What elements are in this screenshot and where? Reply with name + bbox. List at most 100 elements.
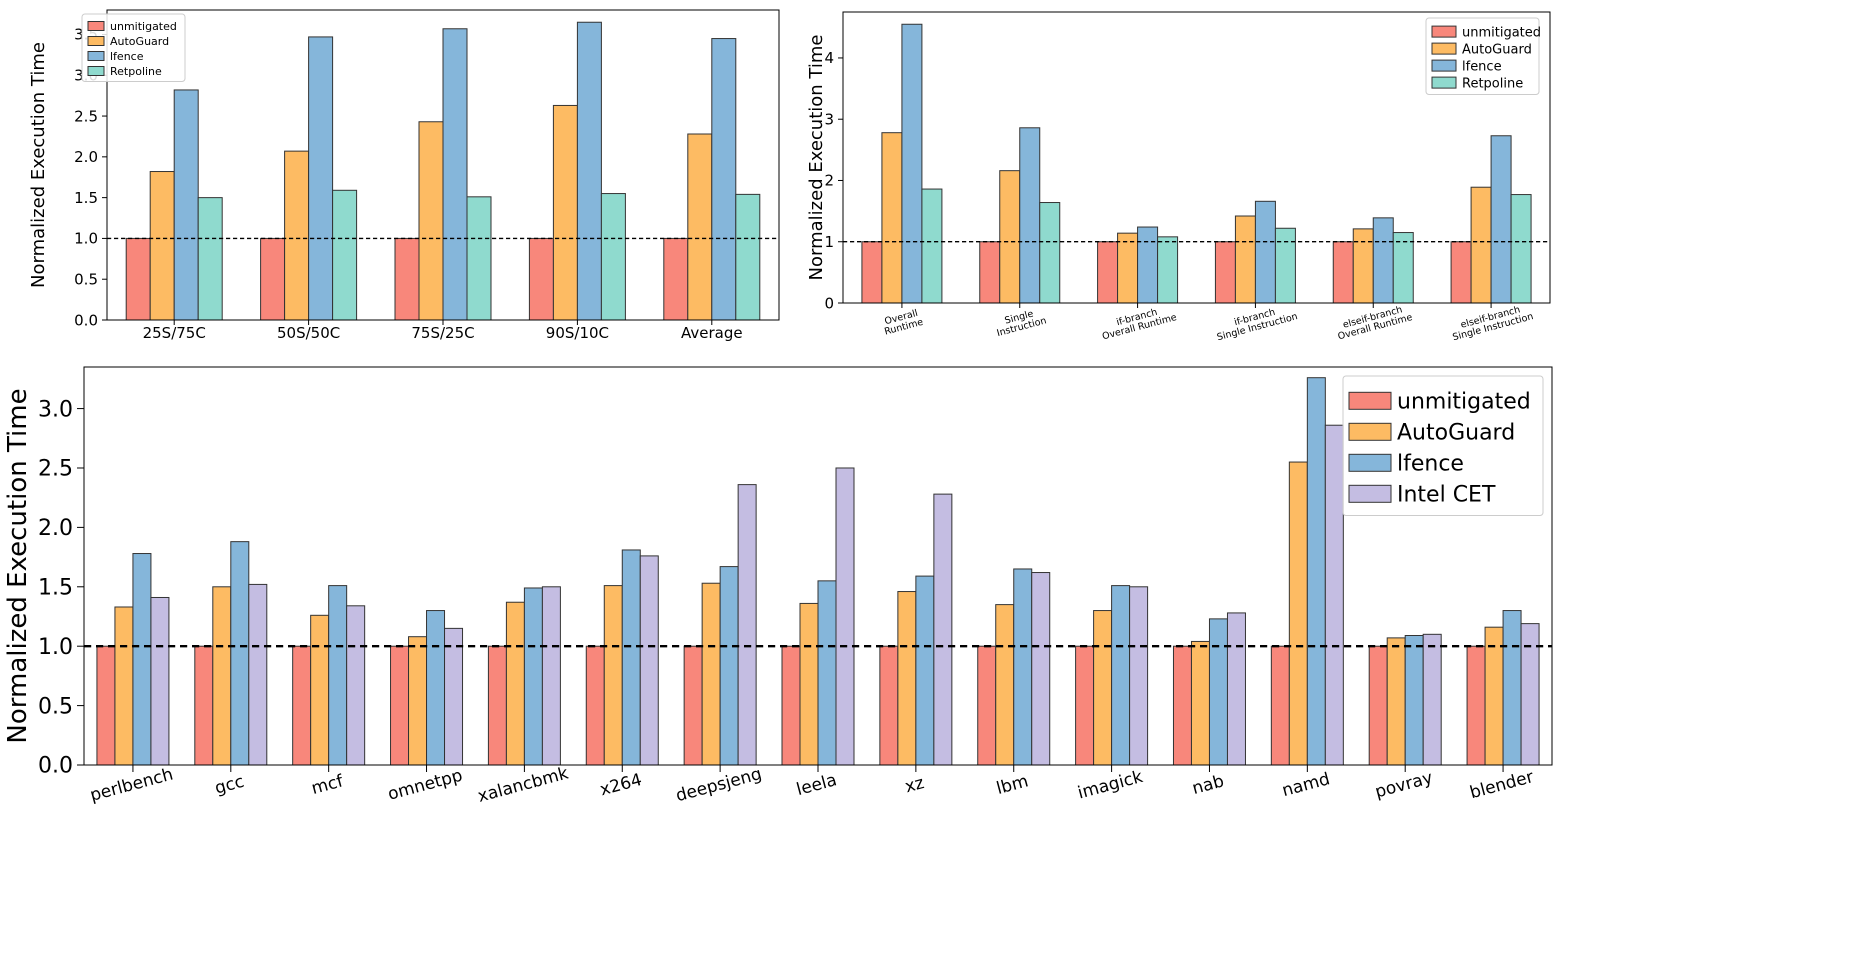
bar-autoguard xyxy=(603,585,623,766)
legend-label: Retpoline xyxy=(1462,76,1523,91)
bar-lfence xyxy=(1372,217,1394,304)
bar-unmitigated xyxy=(585,645,605,766)
y-tick-label: 2.5 xyxy=(74,107,98,125)
bar-unmitigated xyxy=(879,645,899,766)
bar-lfence xyxy=(328,585,348,766)
bar-autoguard xyxy=(1386,637,1406,766)
bar-autoguard xyxy=(995,604,1015,766)
bar-autoguard xyxy=(212,586,232,766)
bar-autoguard xyxy=(552,104,578,321)
bar-unmitigated xyxy=(528,237,554,321)
legend-label: AutoGuard xyxy=(110,35,169,48)
y-tick-label: 0 xyxy=(824,294,834,312)
bar-intel-cet xyxy=(1422,633,1442,766)
bar-lfence xyxy=(711,38,737,321)
legend-swatch xyxy=(87,21,105,31)
bar-intel-cet xyxy=(1520,623,1540,766)
bar-autoguard xyxy=(408,636,428,766)
legend-label: unmitigated xyxy=(1462,25,1541,40)
legend-swatch xyxy=(87,51,105,61)
x-tick-label: OverallRuntime xyxy=(881,307,925,338)
legend-swatch xyxy=(87,36,105,46)
bar-lfence xyxy=(230,541,250,766)
bar-lfence xyxy=(1208,618,1228,766)
bar-autoguard xyxy=(1484,626,1504,766)
bar-lfence xyxy=(1404,635,1424,766)
bar-retpoline xyxy=(1157,236,1179,304)
y-tick-label: 1.5 xyxy=(74,189,98,207)
y-tick-label: 1.0 xyxy=(74,230,98,248)
x-tick-label: 25S/75C xyxy=(143,324,206,342)
x-tick-label: mcf xyxy=(309,771,346,799)
x-tick-label: if-branchOverall Runtime xyxy=(1098,302,1178,342)
legend-swatch xyxy=(1348,484,1392,503)
x-tick-label: xalancbmk xyxy=(476,763,571,806)
bar-lfence xyxy=(1111,585,1131,766)
y-tick-label: 2.0 xyxy=(38,516,73,541)
bar-intel-cet xyxy=(933,493,953,766)
x-tick-label: deepsjeng xyxy=(674,764,764,806)
legend-swatch xyxy=(1348,422,1392,441)
legend-swatch xyxy=(87,66,105,76)
x-tick-label: namd xyxy=(1280,769,1332,801)
bar-autoguard xyxy=(1234,215,1256,304)
bar-lfence xyxy=(1502,610,1522,766)
legend-swatch xyxy=(1348,391,1392,410)
bar-autoguard xyxy=(799,602,819,766)
bar-unmitigated xyxy=(1075,645,1095,766)
bar-unmitigated xyxy=(1172,645,1192,766)
bar-unmitigated xyxy=(1097,241,1119,304)
bar-autoguard xyxy=(149,171,175,321)
bar-lfence xyxy=(523,587,543,766)
y-tick-label: 3.0 xyxy=(38,397,73,422)
legend-label: lfence xyxy=(1397,452,1464,477)
bar-autoguard xyxy=(310,614,330,766)
y-tick-label: 1.0 xyxy=(38,635,73,660)
plot-frame xyxy=(106,9,780,321)
bar-retpoline xyxy=(1510,194,1532,304)
bar-unmitigated xyxy=(292,645,312,766)
bar-lfence xyxy=(1490,135,1512,304)
bar-unmitigated xyxy=(487,645,507,766)
bar-autoguard xyxy=(505,601,525,766)
bar-unmitigated xyxy=(861,241,883,304)
bar-autoguard xyxy=(881,132,903,304)
bar-autoguard xyxy=(701,582,721,766)
bar-intel-cet xyxy=(737,484,757,766)
x-tick-label: gcc xyxy=(213,772,247,799)
bar-unmitigated xyxy=(390,645,410,766)
y-tick-label: 1 xyxy=(824,233,834,251)
y-axis-label: Normalized Execution Time xyxy=(806,35,827,281)
bar-lfence xyxy=(1013,568,1033,766)
bar-intel-cet xyxy=(150,596,170,766)
x-tick-label: elseif-branchSingle Instruction xyxy=(1449,302,1535,344)
bar-autoguard xyxy=(1470,186,1492,304)
x-tick-label: xz xyxy=(903,773,927,797)
x-tick-label: blender xyxy=(1468,767,1536,803)
bar-intel-cet xyxy=(541,586,561,766)
bar-autoguard xyxy=(1288,461,1308,766)
bar-unmitigated xyxy=(260,237,286,321)
bar-retpoline xyxy=(466,196,492,321)
legend-swatch xyxy=(1431,42,1457,55)
bar-intel-cet xyxy=(1324,424,1344,766)
legend-label: AutoGuard xyxy=(1462,42,1532,57)
bar-retpoline xyxy=(1392,232,1414,304)
bar-lfence xyxy=(1254,200,1276,304)
bar-intel-cet xyxy=(444,627,464,766)
y-tick-label: 4 xyxy=(824,49,834,67)
legend-label: Retpoline xyxy=(110,65,162,78)
bar-lfence xyxy=(817,580,837,766)
bar-autoguard xyxy=(1352,228,1374,304)
bar-unmitigated xyxy=(96,645,116,766)
x-tick-label: Average xyxy=(681,324,743,342)
x-tick-label: 90S/10C xyxy=(546,324,609,342)
bar-unmitigated xyxy=(1332,241,1354,304)
y-tick-label: 3 xyxy=(824,110,834,128)
bar-retpoline xyxy=(600,193,626,321)
bar-autoguard xyxy=(897,591,917,766)
bar-lfence xyxy=(1137,226,1159,304)
x-tick-label: povray xyxy=(1373,768,1435,803)
